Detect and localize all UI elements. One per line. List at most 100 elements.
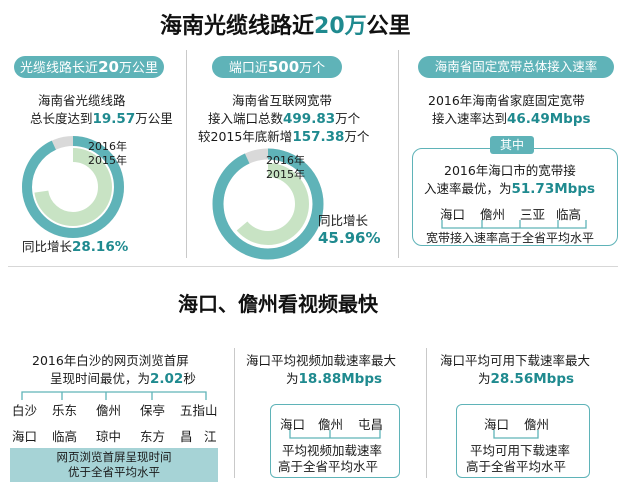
speed-line2: 接入速率达到46.49Mbps [432, 110, 591, 128]
video-box [270, 404, 400, 478]
fiber-line2: 总长度达到19.57万公里 [30, 110, 173, 128]
video-line1: 海口平均视频加载速率最大 [246, 353, 397, 368]
web-line1: 2016年白沙的网页浏览首屏 [32, 353, 189, 368]
video-bottom1: 平均视频加载速率 [282, 443, 383, 458]
fiber-ring-2016-label: 2016年 [88, 140, 127, 153]
download-box [456, 404, 590, 478]
ports-line2c: 万个 [335, 111, 361, 126]
ports-line1: 海南省互联网宽带 [232, 93, 333, 108]
download-line2: 为28.56Mbps [478, 370, 574, 388]
video-speed: 18.88Mbps [298, 371, 383, 387]
speed-bottom: 宽带接入速率高于全省平均水平 [426, 231, 595, 245]
download-bottom2: 高于全省平均水平 [466, 459, 567, 474]
video-line2: 为18.88Mbps [286, 370, 382, 388]
title-video: 海口、儋州看视频最快 [178, 292, 378, 316]
download-line2a: 为 [478, 371, 491, 386]
web-row2-city-6: 江 [204, 429, 217, 444]
speed-city-4: 临高 [556, 207, 582, 222]
speed-box-line2: 入速率最优，为51.73Mbps [424, 180, 595, 198]
ports-line2: 接入端口总数499.83万个 [208, 110, 360, 128]
speed-province: 46.49Mbps [507, 111, 591, 127]
fiber-total-length: 19.57 [92, 111, 136, 127]
title-fiber-highlight: 20万 [314, 14, 367, 39]
ports-ring-chart [212, 148, 324, 260]
speed-detail-box [412, 148, 618, 246]
download-bracket [493, 430, 539, 439]
divider-bottom-2 [426, 348, 427, 478]
pill-fiber-length: 光缆线路长近20万公里 [14, 56, 164, 78]
ports-ring-2016-label: 2016年 [266, 154, 305, 167]
divider-top-1 [186, 50, 187, 258]
pill-fiber-a: 光缆线路长近 [20, 61, 99, 76]
title-fiber-part2: 公里 [366, 14, 411, 39]
web-row1-city-3: 儋州 [96, 403, 122, 418]
pill-fiber-b: 20 [98, 58, 119, 76]
ports-new: 157.38 [292, 129, 345, 145]
download-line1: 海口平均可用下载速率最大 [440, 353, 591, 368]
speed-box-line1: 2016年海口市的宽带接 [444, 163, 576, 178]
speed-line1: 2016年海南省家庭固定宽带 [428, 93, 585, 108]
video-city-2: 儋州 [318, 417, 344, 432]
divider-top-2 [398, 50, 399, 258]
speed-haikou: 51.73Mbps [511, 181, 596, 197]
speed-city-1: 海口 [440, 207, 466, 222]
ring-2016-arc [22, 136, 124, 238]
fiber-ring-chart [22, 136, 124, 238]
web-row2-city-2: 临高 [52, 429, 78, 444]
web-row2-city-4: 东方 [140, 429, 166, 444]
fiber-growth-value: 28.16% [72, 239, 129, 255]
title-fiber-part1: 海南光缆线路近 [160, 14, 315, 39]
video-line2a: 为 [286, 371, 299, 386]
pill-ports-a: 端口近 [228, 61, 268, 76]
pill-fiber-c: 万公里 [118, 61, 158, 76]
web-row1-city-2: 乐东 [52, 403, 78, 418]
ports-growth-label: 同比增长 [318, 213, 369, 228]
ports-growth-value: 45.96% [318, 229, 381, 247]
download-bottom1: 平均可用下载速率 [470, 443, 571, 458]
web-row2-city-1: 海口 [12, 429, 38, 444]
pill-broadband-speed: 海南省固定宽带总体接入速率 [418, 56, 614, 78]
ports-line3a: 较2015年底新增 [198, 129, 293, 144]
web-row2-city-5: 昌 [180, 429, 193, 444]
speed-bracket [441, 220, 587, 229]
web-line2c: 秒 [183, 371, 196, 386]
pill-ports-b: 500 [267, 58, 300, 76]
fiber-ring-2015-label: 2015年 [88, 154, 127, 167]
fiber-line1: 海南省光缆线路 [38, 93, 126, 108]
fiber-growth-label: 同比增长 [22, 239, 73, 254]
web-line2: 呈现时间最优，为2.02秒 [50, 370, 196, 388]
speed-line2a: 接入速率达到 [432, 111, 508, 126]
fiber-line2c: 万公里 [135, 111, 173, 126]
fiber-line2a: 总长度达到 [30, 111, 93, 126]
speed-tag-among: 其中 [490, 136, 534, 154]
video-city-3: 屯昌 [358, 417, 384, 432]
pill-ports: 端口近500万个 [212, 56, 342, 78]
speed-city-3: 三亚 [520, 207, 546, 222]
web-bracket-top [21, 391, 207, 400]
video-bracket [289, 430, 381, 439]
web-best-time: 2.02 [150, 371, 184, 387]
ring-2015-arc [227, 163, 309, 245]
web-band: 网页浏览首屏呈现时间 优于全省平均水平 [10, 448, 218, 482]
web-row1-city-4: 保亭 [140, 403, 166, 418]
ports-ring-2015-label: 2015年 [266, 168, 305, 181]
speed-city-2: 儋州 [480, 207, 506, 222]
ports-total: 499.83 [283, 111, 336, 127]
divider-bottom-1 [234, 348, 235, 478]
pill-ports-c: 万个 [299, 61, 326, 76]
web-row2-city-3: 琼中 [96, 429, 122, 444]
ports-line3c: 万个 [344, 129, 370, 144]
web-row1-city-1: 白沙 [12, 403, 38, 418]
video-bottom2: 高于全省平均水平 [278, 459, 379, 474]
web-band-line1: 网页浏览首屏呈现时间 [56, 450, 172, 464]
ring-2015-arc [34, 148, 112, 226]
fiber-growth: 同比增长28.16% [22, 238, 128, 256]
title-fiber: 海南光缆线路近20万公里 [160, 8, 411, 40]
speed-box-line2a: 入速率最优，为 [424, 181, 512, 196]
download-speed: 28.56Mbps [490, 371, 575, 387]
web-line2a: 呈现时间最优，为 [50, 371, 151, 386]
divider-horizontal [8, 266, 618, 267]
ring-2016-arc [212, 148, 324, 260]
ports-line3: 较2015年底新增157.38万个 [198, 128, 369, 146]
video-city-1: 海口 [280, 417, 306, 432]
